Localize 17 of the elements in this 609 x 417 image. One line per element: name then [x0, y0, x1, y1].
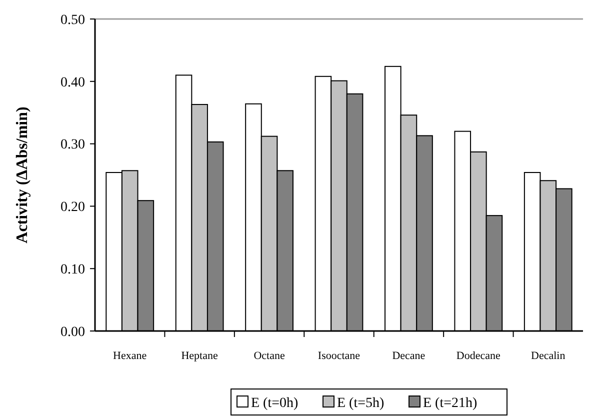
y-tick-label: 0.10: [60, 262, 85, 278]
y-tick-label: 0.30: [60, 138, 85, 153]
x-tick-label: Heptane: [181, 350, 218, 362]
x-tick-label: Octane: [254, 350, 285, 362]
y-tick-label: 0.20: [60, 200, 85, 216]
y-tick-label: 0.40: [60, 75, 85, 90]
x-tick-label: Decane: [392, 350, 426, 362]
y-tick-label: 0.00: [60, 324, 85, 340]
x-tick-label: Dodecane: [456, 350, 501, 362]
y-tick-label: 0.50: [60, 12, 85, 28]
x-tick-label: Decalin: [531, 350, 566, 362]
y-axis-title: Activity (ΔAbs/min): [14, 106, 31, 244]
legend-label: E (t=5h): [337, 396, 384, 411]
legend-label: E (t=21h): [423, 396, 478, 411]
legend-label: E (t=0h): [251, 396, 298, 411]
x-tick-label: Isooctane: [318, 350, 360, 362]
x-tick-label: Hexane: [113, 350, 147, 362]
